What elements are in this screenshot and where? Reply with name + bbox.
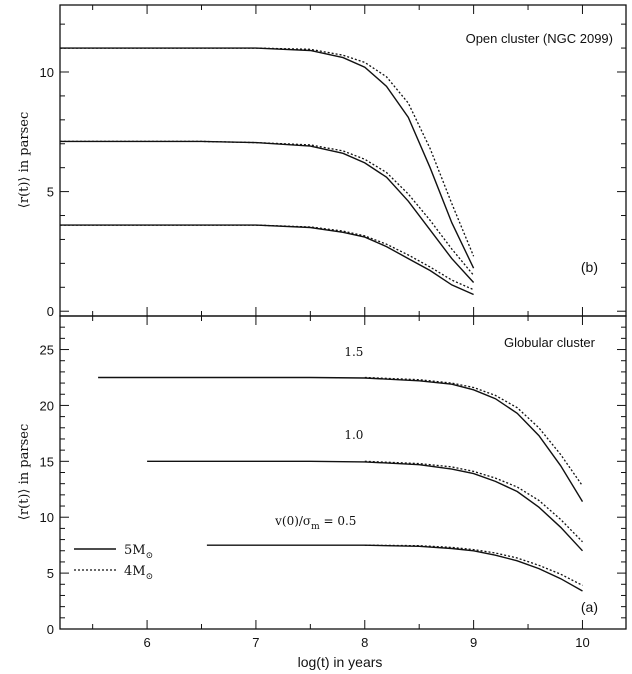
x-tick-label: 7	[252, 635, 259, 650]
curve-annotation: 1.0	[344, 428, 363, 442]
series-line-5	[206, 544, 583, 592]
series-line-6	[60, 224, 474, 291]
curve-annotation: 1.5	[344, 345, 363, 359]
y-tick-label: 20	[40, 398, 54, 413]
panel-b-frame	[59, 4, 627, 317]
series-line-5	[60, 224, 474, 296]
y-tick-label: 10	[40, 65, 54, 80]
panel-b-ticks	[60, 5, 626, 316]
panel-a-y-axis-label: ⟨r(t)⟩ in parsec	[17, 424, 32, 520]
legend-label: 4M⊙	[124, 564, 153, 582]
y-tick-label: 15	[40, 454, 54, 469]
panel-b-y-axis-label: ⟨r(t)⟩ in parsec	[17, 112, 32, 208]
panel-a-frame	[59, 315, 627, 630]
x-axis-label: log(t) in years	[298, 654, 383, 670]
series-line-1	[98, 376, 584, 502]
y-tick-label: 0	[47, 622, 54, 637]
panel-b-y-tick-labels: 0 5 10	[40, 65, 54, 319]
panel-b-series	[60, 47, 475, 296]
curve-annotation: v(0)/σm = 0.5	[274, 514, 356, 532]
series-line-1	[60, 47, 475, 269]
y-tick-label: 5	[47, 566, 54, 581]
panel-b-title: Open cluster (NGC 2099)	[466, 31, 613, 46]
y-tick-label: 5	[47, 185, 54, 200]
x-tick-label: 10	[575, 635, 589, 650]
series-line-3	[147, 460, 584, 552]
panel-a-annotations: 1.5 1.0 v(0)/σm = 0.5	[274, 345, 363, 532]
legend: 5M⊙4M⊙	[74, 543, 153, 582]
panel-a-ticks	[60, 315, 626, 630]
panel-a-series	[98, 376, 584, 592]
x-tick-label: 8	[361, 635, 368, 650]
y-tick-label: 10	[40, 510, 54, 525]
series-line-6	[364, 544, 583, 586]
panel-a-label: (a)	[581, 599, 598, 615]
series-line-4	[364, 460, 583, 543]
panel-b-label: (b)	[581, 259, 598, 275]
panel-a-title: Globular cluster	[504, 335, 596, 350]
panel-a-y-tick-labels: 0 5 10 15 20 25	[40, 343, 54, 637]
panel-open-cluster: 0 5 10 Open cluster (NGC 2099) (b) ⟨r(t)⟩ …	[17, 4, 627, 319]
y-tick-label: 0	[47, 304, 54, 319]
panel-globular-cluster: 0 5 10 15 20 25 6 7 8 9 10 1.5 1.0 v(0)/σm = 0.5 5M…	[17, 315, 627, 670]
series-line-3	[60, 140, 475, 283]
panel-a-x-tick-labels: 6 7 8 9 10	[143, 635, 589, 650]
y-tick-label: 25	[40, 343, 54, 358]
x-tick-label: 6	[143, 635, 150, 650]
series-line-2	[364, 376, 584, 487]
series-line-2	[60, 47, 475, 257]
x-tick-label: 9	[470, 635, 477, 650]
legend-label: 5M⊙	[124, 543, 153, 561]
series-line-4	[60, 140, 475, 276]
